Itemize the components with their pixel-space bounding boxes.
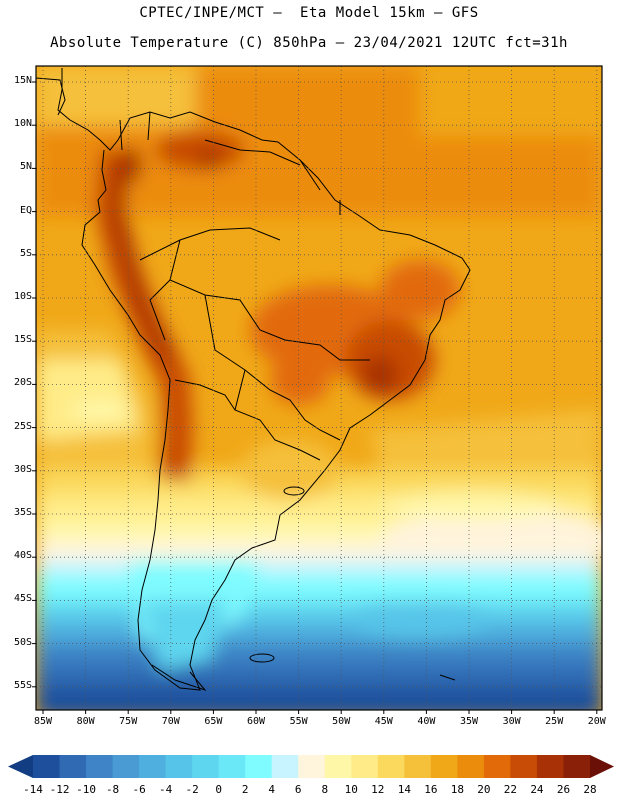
lat-label: 15N [13, 75, 32, 86]
lon-label: 25W [545, 716, 564, 727]
axis-ticks [32, 81, 598, 714]
lat-label: 55S [13, 679, 32, 691]
map-title-line-1: CPTEC/INPE/MCT – Eta Model 15km – GFS [139, 5, 479, 21]
lat-label: 50S [13, 636, 32, 648]
lon-label: 40W [417, 716, 436, 727]
lat-label: 5N [19, 161, 32, 173]
temperature-field [36, 66, 602, 710]
colorbar-label: 16 [424, 783, 438, 796]
colorbar-swatch [563, 755, 591, 778]
colorbar-label: 26 [556, 783, 571, 796]
colorbar-swatch [510, 755, 538, 778]
colorbar-label: -14 [23, 783, 43, 796]
colorbar-left-arrow [8, 755, 33, 778]
lon-label: 50W [332, 716, 351, 727]
lon-label: 75W [119, 716, 138, 727]
colorbar-label: 12 [371, 783, 385, 796]
colorbar-label: -2 [185, 783, 199, 796]
lon-label: 55W [289, 716, 308, 727]
colorbar-swatch [33, 755, 61, 778]
lat-label: 5S [19, 247, 32, 259]
colorbar-swatch [430, 755, 458, 778]
lat-label: 35S [13, 507, 32, 518]
lon-label: 45W [374, 716, 393, 727]
graticule [36, 66, 602, 710]
lat-label: 20S [13, 377, 32, 389]
lat-label: 15S [13, 334, 32, 346]
colorbar-swatch [218, 755, 246, 778]
lat-label: 25S [13, 420, 32, 432]
colorbar-label: 20 [477, 783, 491, 796]
lat-label: 10N [13, 118, 32, 130]
colorbar-label: -10 [76, 783, 96, 796]
colorbar-label: 4 [268, 783, 276, 796]
lat-label: 30S [13, 463, 32, 475]
lon-label: 65W [204, 716, 223, 727]
colorbar-label: 14 [397, 783, 411, 796]
colorbar-label: 6 [294, 783, 302, 796]
colorbar-swatch [112, 755, 140, 778]
colorbar-label: -8 [105, 783, 120, 796]
colorbar-swatch [139, 755, 167, 778]
lon-label: 35W [459, 716, 479, 727]
colorbar-swatch [298, 755, 326, 778]
colorbar-label: -4 [158, 783, 173, 796]
lon-label: 60W [246, 716, 266, 727]
colorbar-label: 10 [344, 783, 358, 796]
colorbar-label: 24 [530, 783, 544, 796]
colorbar [8, 755, 614, 778]
colorbar-swatch [271, 755, 299, 778]
lon-label: 20W [587, 716, 606, 727]
colorbar-label: 2 [241, 783, 249, 796]
lat-label: EQ [19, 204, 32, 216]
colorbar-swatch [404, 755, 432, 778]
colorbar-label: 0 [215, 783, 222, 796]
lon-label: 80W [76, 716, 95, 727]
colorbar-swatch [483, 755, 511, 778]
colorbar-swatch [457, 755, 485, 778]
colorbar-label: 28 [583, 783, 597, 796]
colorbar-swatch [86, 755, 114, 778]
lon-label: 30W [502, 716, 521, 727]
colorbar-right-arrow [590, 755, 614, 778]
coastlines [36, 68, 471, 692]
colorbar-swatch [165, 755, 193, 778]
colorbar-swatch [324, 755, 352, 778]
colorbar-label: 8 [321, 783, 329, 796]
map-title-line-2: Absolute Temperature (C) 850hPa – 23/04/… [50, 35, 568, 51]
lon-label: 85W [33, 716, 53, 727]
colorbar-label: -12 [49, 783, 70, 796]
colorbar-swatch [351, 755, 379, 778]
map-frame [35, 65, 603, 711]
lat-label: 40S [13, 550, 32, 562]
colorbar-label: 18 [450, 783, 464, 796]
colorbar-swatch [192, 755, 220, 778]
colorbar-label: -6 [132, 783, 146, 796]
colorbar-label: 22 [503, 783, 518, 796]
colorbar-swatch [59, 755, 87, 778]
colorbar-swatch [377, 755, 405, 778]
lon-label: 70W [161, 716, 180, 727]
lat-label: 10S [13, 291, 32, 302]
lat-label: 45S [13, 593, 32, 605]
colorbar-swatch [536, 755, 564, 778]
colorbar-swatch [245, 755, 273, 778]
